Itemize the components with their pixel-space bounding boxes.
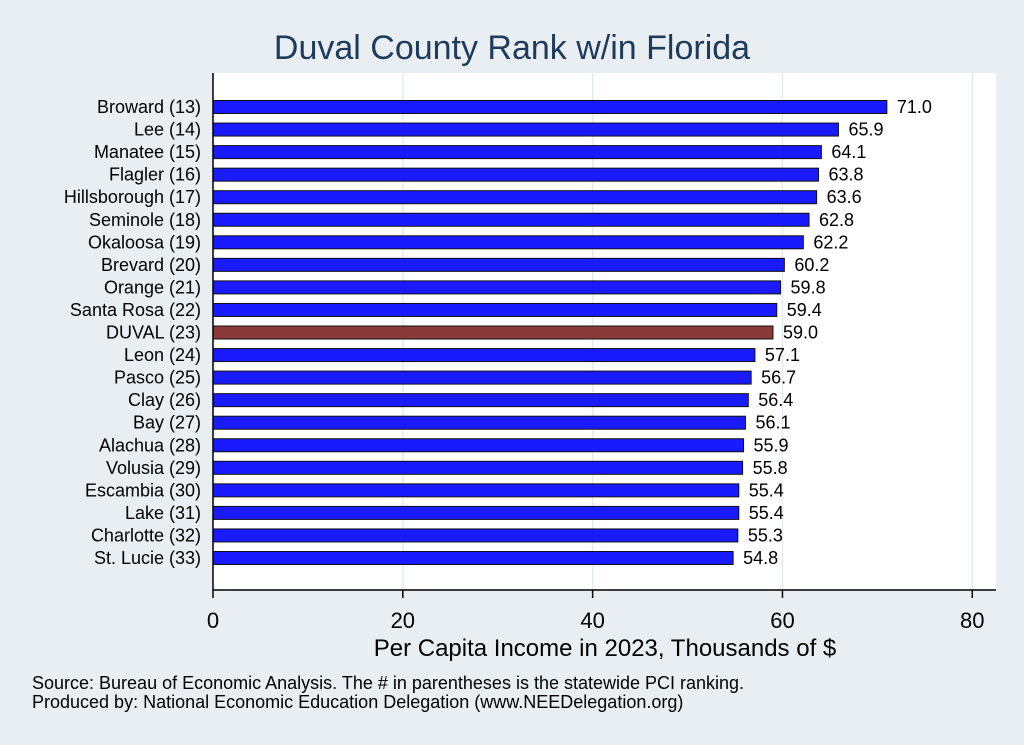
category-label: Lee (14) [134, 120, 201, 140]
bar [212, 190, 818, 205]
bar [212, 551, 734, 565]
value-label: 55.8 [753, 458, 788, 478]
value-label: 56.1 [755, 413, 790, 433]
value-label: 59.8 [791, 277, 826, 297]
category-label: DUVAL (23) [106, 323, 201, 343]
value-label: 56.4 [758, 390, 793, 410]
category-label: Santa Rosa (22) [70, 300, 201, 320]
chart-title: Duval County Rank w/in Florida [274, 29, 750, 67]
producer-note: Produced by: National Economic Education… [32, 692, 683, 712]
category-label: Orange (21) [104, 277, 201, 297]
bar [212, 370, 752, 385]
value-label: 60.2 [794, 255, 829, 275]
value-label: 62.8 [819, 210, 854, 230]
x-tick-label: 40 [580, 608, 604, 633]
source-note: Source: Bureau of Economic Analysis. The… [32, 673, 744, 693]
category-label: Bay (27) [133, 413, 201, 433]
x-tick-label: 80 [960, 608, 984, 633]
category-label: Seminole (18) [89, 210, 201, 230]
value-label: 63.8 [829, 165, 864, 185]
bar [212, 438, 745, 453]
bar [212, 415, 746, 430]
bar [212, 235, 804, 250]
category-label: Brevard (20) [101, 255, 201, 275]
value-label: 62.2 [813, 232, 848, 252]
bars [212, 100, 888, 565]
category-label: Hillsborough (17) [64, 187, 201, 207]
bar [212, 212, 810, 227]
value-label: 55.4 [749, 480, 784, 500]
value-label: 71.0 [897, 97, 932, 117]
value-label: 59.0 [783, 323, 818, 343]
category-label: Okaloosa (19) [88, 232, 201, 252]
bar [212, 145, 822, 160]
category-label: Clay (26) [128, 390, 201, 410]
category-label: Broward (13) [97, 97, 201, 117]
category-label: Flagler (16) [109, 165, 201, 185]
bar [212, 302, 778, 317]
bar [212, 280, 782, 295]
value-label: 54.8 [743, 548, 778, 568]
x-tick-label: 60 [770, 608, 794, 633]
bar [212, 505, 740, 520]
bar [212, 528, 739, 543]
bar-highlight [212, 325, 774, 340]
bar [212, 257, 785, 272]
value-label: 65.9 [848, 120, 883, 140]
category-label: St. Lucie (33) [94, 548, 201, 568]
value-label: 55.3 [748, 525, 783, 545]
category-label: Leon (24) [124, 345, 201, 365]
bar [212, 460, 744, 475]
category-label: Lake (31) [125, 503, 201, 523]
category-label: Charlotte (32) [91, 525, 201, 545]
x-axis-label: Per Capita Income in 2023, Thousands of … [374, 635, 837, 662]
category-label: Manatee (15) [94, 142, 201, 162]
x-tick-label: 0 [207, 608, 219, 633]
value-label: 63.6 [827, 187, 862, 207]
x-tick-label: 20 [391, 608, 415, 633]
value-label: 57.1 [765, 345, 800, 365]
category-label: Pasco (25) [114, 368, 201, 388]
x-ticks: 0 20 40 60 80 [207, 590, 985, 633]
bar [212, 483, 740, 498]
value-label: 59.4 [787, 300, 822, 320]
bar [212, 167, 820, 182]
category-labels: Broward (13) Lee (14)Manatee (15) Flagler … [64, 97, 201, 568]
bar [212, 393, 749, 408]
category-label: Alachua (28) [99, 435, 201, 455]
value-labels: 71.0 65.964.1 63.863.6 62.862.2 60.259.8 59.4… [743, 97, 932, 568]
value-label: 55.9 [754, 435, 789, 455]
category-label: Volusia (29) [106, 458, 201, 478]
value-label: 56.7 [761, 368, 796, 388]
bar [212, 348, 756, 363]
bar [212, 122, 839, 137]
value-label: 64.1 [831, 142, 866, 162]
bar [212, 100, 888, 114]
value-label: 55.4 [749, 503, 784, 523]
category-label: Escambia (30) [85, 480, 201, 500]
